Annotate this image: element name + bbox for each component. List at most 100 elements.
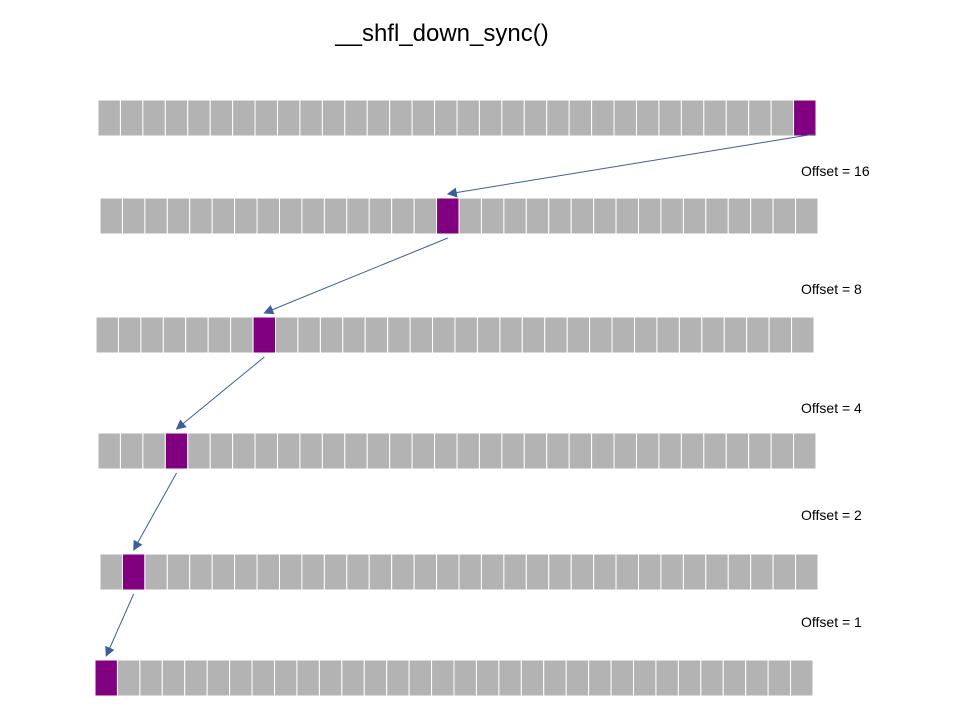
shuffle-arrow-4 xyxy=(133,472,177,551)
lane-row-3 xyxy=(95,316,815,354)
lane-cell xyxy=(321,432,346,470)
lane-cell xyxy=(613,99,637,137)
shuffle-arrow-3 xyxy=(175,356,265,430)
lane-cell xyxy=(389,99,413,137)
lane-cell xyxy=(301,553,325,591)
lane-cell xyxy=(727,553,752,591)
lane-cell xyxy=(546,99,570,137)
lane-cell xyxy=(548,553,572,591)
lane-cell xyxy=(279,197,303,235)
lane-cell xyxy=(456,432,480,470)
highlighted-lane-cell xyxy=(436,197,460,235)
lane-cell xyxy=(409,316,434,354)
lane-cell xyxy=(503,197,527,235)
shuffle-arrows xyxy=(105,133,815,657)
lane-cell xyxy=(478,99,503,137)
lane-cell xyxy=(189,197,213,235)
lane-cell xyxy=(431,659,455,697)
lane-cell xyxy=(99,197,123,235)
lane-cell xyxy=(301,197,325,235)
lane-cell xyxy=(319,316,344,354)
lane-cell xyxy=(480,197,505,235)
lane-cell xyxy=(432,316,456,354)
lane-cell xyxy=(251,659,275,697)
lane-cell xyxy=(166,553,191,591)
lane-cell xyxy=(615,553,639,591)
lane-row-4 xyxy=(97,432,817,470)
lane-cell xyxy=(185,316,209,354)
lane-cell xyxy=(323,197,348,235)
lane-cell xyxy=(498,659,522,697)
lane-cell xyxy=(139,659,163,697)
lane-cell xyxy=(344,99,368,137)
lane-cell xyxy=(638,553,662,591)
lane-cell xyxy=(386,659,410,697)
lane-cell xyxy=(501,99,525,137)
lane-cell xyxy=(660,553,684,591)
lane-cell xyxy=(187,432,211,470)
offset-label: Offset = 8 xyxy=(801,281,862,297)
lane-cell xyxy=(296,659,320,697)
lane-cell xyxy=(119,432,144,470)
lane-cell xyxy=(434,99,458,137)
lane-cell xyxy=(117,316,142,354)
lane-cell xyxy=(121,197,146,235)
lane-cell xyxy=(790,659,814,697)
lane-cell xyxy=(745,659,769,697)
lane-cell xyxy=(140,316,164,354)
lane-cell xyxy=(456,99,480,137)
lane-cell xyxy=(750,553,774,591)
lane-cell xyxy=(209,99,234,137)
lane-cell xyxy=(568,99,593,137)
lane-cell xyxy=(680,99,705,137)
lane-cell xyxy=(520,659,545,697)
lane-cell xyxy=(387,316,411,354)
lane-cell xyxy=(344,432,368,470)
offset-label: Offset = 16 xyxy=(801,163,870,179)
lane-cell xyxy=(593,197,617,235)
lane-cell xyxy=(321,99,346,137)
lane-cell xyxy=(97,99,121,137)
lane-cell xyxy=(142,99,166,137)
lane-cell xyxy=(279,553,303,591)
shuffle-arrow-1 xyxy=(446,133,815,198)
lane-cell xyxy=(187,99,211,137)
lane-cell xyxy=(116,659,141,697)
lane-cell xyxy=(611,316,635,354)
lane-row-5 xyxy=(99,553,819,591)
lane-cell xyxy=(476,316,501,354)
offset-label: Offset = 1 xyxy=(801,614,862,630)
shuffle-arrow-5 xyxy=(105,593,135,657)
lane-cell xyxy=(211,553,236,591)
lane-cell xyxy=(638,197,662,235)
lane-cell xyxy=(521,316,546,354)
lane-row-6 xyxy=(94,659,814,697)
lane-cell xyxy=(795,553,819,591)
lane-cell xyxy=(793,432,817,470)
lane-cell xyxy=(523,432,548,470)
lane-cell xyxy=(750,197,774,235)
lane-row-1 xyxy=(97,99,817,137)
lane-cell xyxy=(772,553,797,591)
lane-cell xyxy=(256,197,280,235)
lane-cell xyxy=(656,316,680,354)
lane-cell xyxy=(503,553,527,591)
lane-cell xyxy=(411,432,436,470)
lane-cell xyxy=(206,659,231,697)
diagram-title: __shfl_down_sync() xyxy=(334,20,548,47)
lane-cell xyxy=(232,432,256,470)
lane-cell xyxy=(207,316,232,354)
lane-cell xyxy=(389,432,413,470)
lane-cell xyxy=(703,432,727,470)
lane-cell xyxy=(161,659,186,697)
lane-cell xyxy=(144,553,168,591)
lane-cell xyxy=(368,553,393,591)
lane-cell xyxy=(318,659,343,697)
lane-cell xyxy=(680,432,705,470)
lane-cell xyxy=(748,432,772,470)
lane-cell xyxy=(591,432,615,470)
shuffle-arrow-2 xyxy=(263,237,448,315)
lane-cell xyxy=(658,99,682,137)
lane-cell xyxy=(364,316,389,354)
lane-cell xyxy=(544,316,568,354)
